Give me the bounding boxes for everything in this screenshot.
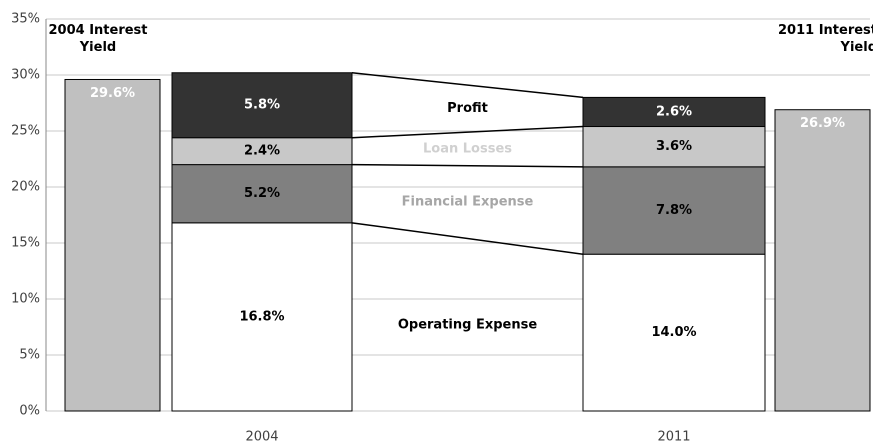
x-tick-label: 2011 — [657, 430, 690, 445]
series-label: Operating Expense — [398, 317, 537, 332]
y-tick-label: 0% — [19, 404, 40, 419]
value-label: 16.8% — [239, 309, 284, 324]
yield-bar — [64, 78, 161, 412]
connector — [351, 125, 584, 139]
stack-segment — [171, 72, 353, 139]
y-tick-label: 5% — [19, 348, 40, 363]
y-tick-label: 35% — [11, 12, 40, 27]
connector — [351, 163, 584, 168]
y-tick-label: 30% — [11, 68, 40, 83]
value-label: 26.9% — [800, 116, 845, 131]
x-tick-label: 2004 — [245, 430, 278, 445]
value-label: 14.0% — [651, 325, 696, 340]
yield-header: 2004 Interest Yield — [48, 23, 148, 55]
y-tick-label: 15% — [11, 236, 40, 251]
stack-segment — [171, 164, 353, 224]
value-label: 5.8% — [244, 98, 280, 113]
value-label: 2.6% — [656, 104, 692, 119]
yield-header: 2011 Interest Yield — [777, 23, 873, 55]
series-label: Financial Expense — [402, 195, 534, 210]
value-label: 5.2% — [244, 186, 280, 201]
value-label: 3.6% — [656, 139, 692, 154]
stack-segment — [582, 166, 766, 255]
stack-segment — [582, 253, 766, 412]
stack-segment — [171, 222, 353, 412]
yield-bar — [774, 109, 871, 412]
y-tick-label: 10% — [11, 292, 40, 307]
value-label: 29.6% — [90, 86, 135, 101]
series-label: Loan Losses — [423, 141, 512, 156]
y-tick-label: 25% — [11, 124, 40, 139]
value-label: 2.4% — [244, 144, 280, 159]
stack-segment — [582, 96, 766, 128]
connector — [351, 72, 584, 99]
connector — [351, 222, 584, 255]
value-label: 7.8% — [656, 203, 692, 218]
series-label: Profit — [447, 101, 488, 116]
y-tick-label: 20% — [11, 180, 40, 195]
